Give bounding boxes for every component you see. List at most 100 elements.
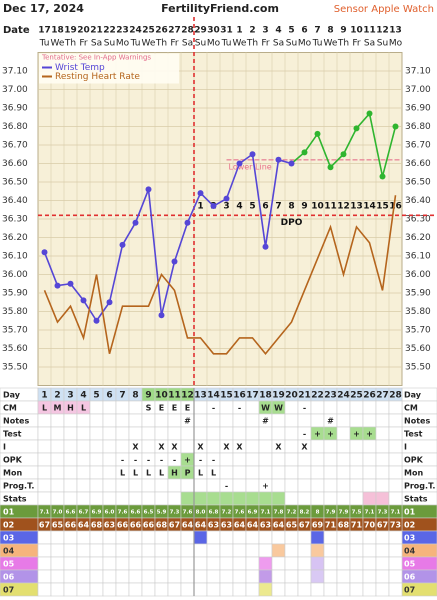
legend-box <box>39 53 179 84</box>
table-cell <box>219 582 234 597</box>
y-tick-label-right: 36.80 <box>405 122 431 132</box>
cell-text: 19 <box>272 391 285 401</box>
table-cell <box>258 569 273 584</box>
data-point <box>353 125 360 132</box>
cell-text: 4 <box>80 391 86 401</box>
table-cell <box>167 530 182 545</box>
table-cell <box>232 543 247 558</box>
table-cell <box>271 530 286 545</box>
row-label-right: 04 <box>404 547 416 556</box>
table-cell <box>362 582 377 597</box>
cell-text: 20 <box>285 391 298 401</box>
dpo-number: 9 <box>301 202 307 212</box>
y-tick-label-right: 35.90 <box>405 289 431 299</box>
weekday-label: Sa <box>182 39 193 49</box>
weekday-label: Su <box>104 39 115 49</box>
table-cell <box>63 530 78 545</box>
cell-text: H <box>171 469 178 478</box>
date-header-bg <box>38 17 402 50</box>
table-cell <box>388 569 403 584</box>
table-cell <box>167 413 182 428</box>
cell-text: + <box>327 430 334 439</box>
table-cell <box>50 413 65 428</box>
cell-text: # <box>327 417 334 426</box>
table-cell <box>271 491 286 506</box>
cell-text: + <box>184 456 191 465</box>
table-cell <box>89 439 104 454</box>
date-label: 13 <box>389 26 402 36</box>
table-cell <box>154 530 169 545</box>
cell-text: 8 <box>316 510 320 516</box>
table-cell <box>63 452 78 467</box>
table-cell <box>141 491 156 506</box>
table-cell <box>375 491 390 506</box>
table-cell <box>349 465 364 480</box>
weekday-label: Sa <box>91 39 102 49</box>
date-label: 18 <box>51 26 64 36</box>
date-label: Date <box>3 25 30 36</box>
table-cell <box>323 530 338 545</box>
row-label: Notes <box>3 417 29 426</box>
date-label: 11 <box>363 26 376 36</box>
weekday-label: Fr <box>352 39 361 49</box>
table-cell <box>154 478 169 493</box>
table-cell <box>154 556 169 571</box>
line-segment <box>342 127 358 155</box>
weekday-label: Tu <box>130 39 141 49</box>
table-cell <box>271 582 286 597</box>
table-cell <box>206 426 221 441</box>
table-cell <box>258 530 273 545</box>
table-cell <box>63 478 78 493</box>
row-label: Prog.T. <box>3 482 34 491</box>
cell-text: 8.2 <box>300 510 310 516</box>
date-label: 22 <box>103 26 116 36</box>
row-label-right: CM <box>404 404 418 413</box>
table-cell <box>284 465 299 480</box>
table-cell <box>219 543 234 558</box>
sensor-label: Sensor Apple Watch <box>334 4 434 15</box>
date-label: 17 <box>38 26 51 36</box>
row-label-right: Day <box>404 391 422 400</box>
row-label: 05 <box>3 560 15 569</box>
cell-text: X <box>132 443 139 452</box>
row-label: 01 <box>3 508 15 517</box>
table-cell <box>271 478 286 493</box>
table-cell <box>336 413 351 428</box>
table-cell <box>193 530 208 545</box>
cell-text: 2 <box>54 391 60 401</box>
cell-text: 6.9 <box>92 510 102 516</box>
table-cell <box>323 478 338 493</box>
table-cell <box>50 452 65 467</box>
line-segment <box>147 189 163 316</box>
cell-text: 65 <box>52 521 64 530</box>
table-cell <box>76 413 91 428</box>
site-name[interactable]: FertilityFriend.com <box>161 2 279 15</box>
dpo-number: 6 <box>262 202 268 212</box>
table-cell <box>336 465 351 480</box>
cell-text: P <box>185 469 191 478</box>
row-label-right: Stats <box>404 495 428 504</box>
row-label: Day <box>3 391 21 400</box>
cell-text: 26 <box>363 391 376 401</box>
row-label: 04 <box>3 547 15 556</box>
table-cell <box>37 452 52 467</box>
row-label-right: 06 <box>404 573 416 582</box>
cell-text: - <box>160 456 163 465</box>
dpo-number: 12 <box>337 202 350 212</box>
cell-text: 10 <box>155 391 168 401</box>
y-tick-label: 35.90 <box>2 289 28 299</box>
table-cell <box>323 556 338 571</box>
table-cell <box>375 439 390 454</box>
cell-text: 8.0 <box>196 510 206 516</box>
table-cell <box>63 543 78 558</box>
data-point <box>223 195 230 202</box>
table-cell <box>37 478 52 493</box>
table-cell <box>297 452 312 467</box>
cell-text: 66 <box>117 521 129 530</box>
table-cell <box>349 439 364 454</box>
table-cell <box>180 478 195 493</box>
table-cell <box>245 465 260 480</box>
row-label: I <box>3 443 6 452</box>
weekday-label: Th <box>337 39 349 49</box>
cell-text: 63 <box>260 521 271 530</box>
